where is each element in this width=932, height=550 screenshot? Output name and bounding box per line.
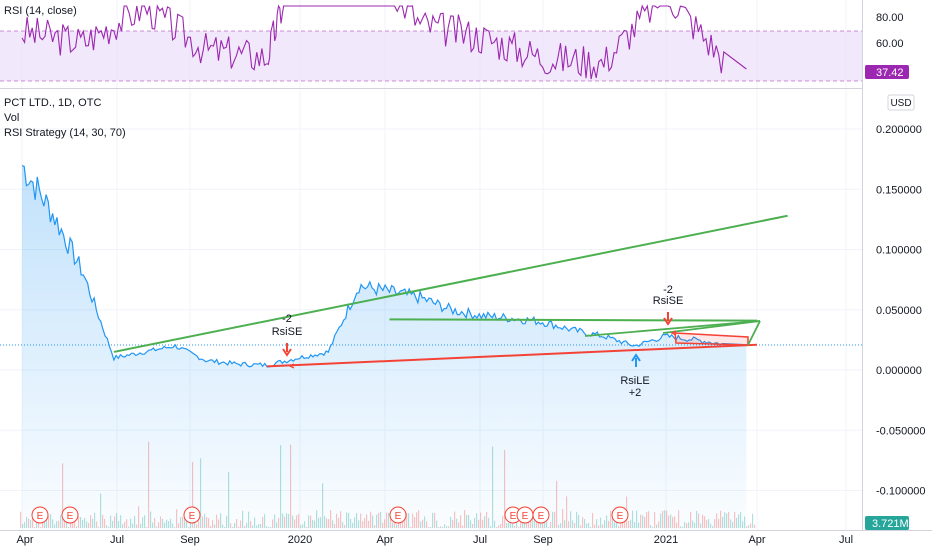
- earnings-circle-icon: [31, 506, 49, 524]
- currency-button-frame: [887, 94, 915, 111]
- earnings-circle-icon: [183, 506, 201, 524]
- time-label-9: Jul: [839, 534, 853, 546]
- earnings-marker-2[interactable]: E: [183, 506, 201, 524]
- earnings-label: E: [189, 511, 196, 522]
- signal-short-2[interactable]: -2 RsiSE: [653, 284, 684, 336]
- rsi-last-value-bg: [865, 65, 909, 79]
- earnings-label: E: [37, 511, 44, 522]
- signal-short-2-arrow-icon: [663, 312, 673, 326]
- earnings-label: E: [395, 511, 402, 522]
- rsi-last-value-badge: 37.42: [865, 65, 909, 79]
- rsi-band: [0, 31, 862, 81]
- signal-short-2-qty: -2: [663, 284, 673, 296]
- signal-short-2-label: RsiSE: [653, 295, 684, 307]
- signal-long-1-label: RsiLE: [620, 375, 649, 387]
- earnings-marker-7[interactable]: E: [611, 506, 629, 524]
- trendline-apex[interactable]: [747, 320, 761, 346]
- time-axis[interactable]: Apr Jul Sep 2020 Apr Jul Sep 2021 Apr Jul: [16, 534, 853, 546]
- volume-bar: [748, 525, 750, 528]
- earnings-label: E: [67, 511, 74, 522]
- earnings-marker-5[interactable]: E: [516, 506, 534, 524]
- trendline-0: [113, 214, 788, 353]
- volume-bar: [752, 513, 754, 528]
- volume-legend[interactable]: Vol: [4, 112, 20, 124]
- volume-last-badge: 3.721M: [865, 516, 909, 530]
- signal-short-1-tick-icon: [288, 363, 295, 369]
- rsi-last-value: 37.42: [876, 67, 904, 79]
- earnings-label: E: [510, 511, 517, 522]
- time-label-2: Sep: [180, 534, 200, 546]
- signal-short-1[interactable]: -2 RsiSE: [272, 313, 303, 369]
- price-axis[interactable]: [862, 0, 932, 530]
- signal-long-1[interactable]: RsiLE +2: [620, 353, 650, 399]
- rsi-legend-title[interactable]: RSI (14, close): [4, 5, 77, 17]
- price-tick-5: -0.050000: [876, 425, 926, 437]
- currency-button[interactable]: USD: [887, 94, 915, 111]
- time-label-3: 2020: [288, 534, 312, 546]
- time-label-5: Jul: [473, 534, 487, 546]
- rsi-tick-60: 60.00: [876, 38, 904, 50]
- price-tick-3: 0.050000: [876, 305, 922, 317]
- volume-bar: [20, 511, 22, 528]
- trendline-2: [389, 318, 758, 322]
- price-tick-2: 0.100000: [876, 245, 922, 257]
- signal-short-1-qty: -2: [282, 313, 292, 325]
- volume-last-bg: [865, 516, 909, 530]
- earnings-circle-icon: [532, 506, 550, 524]
- rsi-tick-80: 80.00: [876, 12, 904, 24]
- time-label-6: Sep: [533, 534, 553, 546]
- price-tick-4: 0.000000: [876, 365, 922, 377]
- earnings-marker-6[interactable]: E: [532, 506, 550, 524]
- strategy-legend[interactable]: RSI Strategy (14, 30, 70): [4, 127, 126, 139]
- signal-short-1-label: RsiSE: [272, 326, 303, 338]
- signal-long-1-arrow-icon: [631, 353, 641, 367]
- volume-bar: [746, 526, 748, 528]
- earnings-circle-icon: [61, 506, 79, 524]
- time-label-4: Apr: [376, 534, 393, 546]
- earnings-label: E: [538, 511, 545, 522]
- time-label-1: Jul: [110, 534, 124, 546]
- price-line: [21, 164, 747, 368]
- earnings-marker-3[interactable]: E: [389, 506, 407, 524]
- signal-long-1-qty: +2: [629, 387, 642, 399]
- symbol-legend[interactable]: PCT LTD., 1D, OTC: [4, 97, 102, 109]
- time-label-7: 2021: [654, 534, 678, 546]
- price-tick-6: -0.100000: [876, 486, 926, 498]
- volume-last-value: 3.721M: [872, 518, 909, 530]
- time-label-8: Apr: [748, 534, 765, 546]
- signal-short-2-tick-icon: [670, 330, 677, 336]
- earnings-label: E: [522, 511, 529, 522]
- price-area-fill: [22, 165, 747, 530]
- volume-bar: [750, 523, 752, 528]
- signal-short-1-arrow-icon: [282, 343, 292, 357]
- trendlines[interactable]: [113, 214, 788, 368]
- volume-bar: [754, 524, 756, 528]
- time-label-0: Apr: [16, 534, 33, 546]
- trendline-mid[interactable]: [584, 320, 761, 337]
- price-tick-0: 0.200000: [876, 124, 922, 136]
- price-tick-1: 0.150000: [876, 184, 922, 196]
- earnings-marker-0[interactable]: E: [31, 506, 49, 524]
- currency-button-label: USD: [890, 98, 911, 109]
- earnings-marker-1[interactable]: E: [61, 506, 79, 524]
- earnings-circle-icon: [611, 506, 629, 524]
- trendline-1: [266, 343, 758, 368]
- rsi-line: [21, 4, 747, 80]
- earnings-label: E: [617, 511, 624, 522]
- price-ticks: 0.200000 0.150000 0.100000 0.050000 0.000000…: [876, 124, 926, 498]
- earnings-circle-icon: [389, 506, 407, 524]
